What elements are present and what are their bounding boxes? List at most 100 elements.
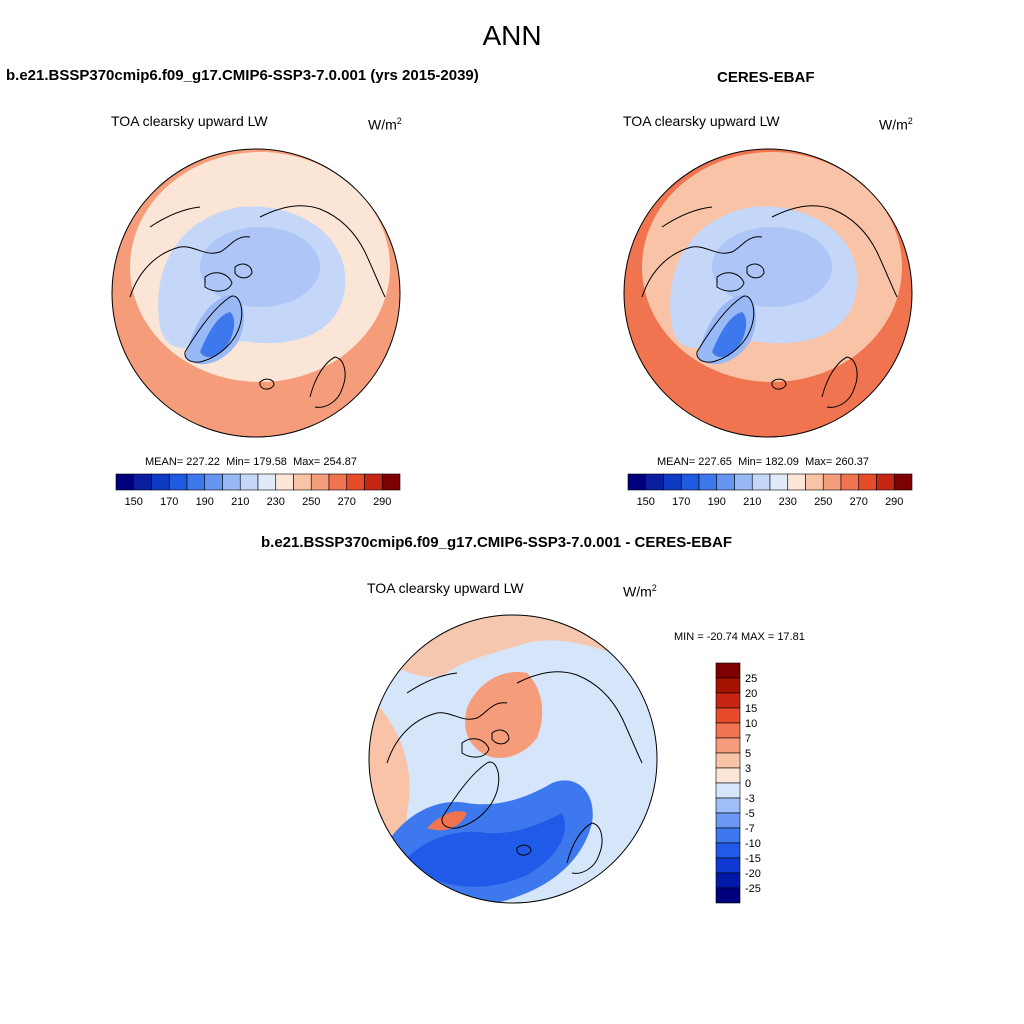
panel2-stats: MEAN= 227.65 Min= 182.09 Max= 260.37 xyxy=(657,456,869,468)
panel1-min: 179.58 xyxy=(253,456,287,468)
panel2-colorbar-tick-label: 210 xyxy=(743,496,761,508)
panel2-colorbar-box xyxy=(769,473,789,491)
panel2-colorbar-tick-label: 190 xyxy=(708,496,726,508)
panel2-colorbar-tick-label: 170 xyxy=(672,496,690,508)
panel3-colorbar: 25 20 15 10 7 5 3 0 -3 -5 -7 -10 -15 -20 -25 xyxy=(715,662,761,904)
panel3-colorbar-tick-label: 7 xyxy=(745,733,751,745)
panel3-variable: TOA clearsky upward LW xyxy=(367,580,524,596)
panel1-colorbar-box xyxy=(133,473,152,491)
panel3-colorbar-tick-label: 0 xyxy=(745,778,751,790)
panel2-colorbar-box xyxy=(627,473,647,491)
panel1-colorbar-box xyxy=(257,473,277,491)
panel2-title: CERES-EBAF xyxy=(717,69,815,86)
panel2-colorbar-box xyxy=(787,473,806,491)
panel2-max: 260.37 xyxy=(835,456,869,468)
panel1-colorbar-box xyxy=(168,473,188,491)
panel3-colorbar-tick-label: 5 xyxy=(745,748,751,760)
panel3-colorbar-tick-label: 15 xyxy=(745,703,757,715)
panel3-colorbar-box xyxy=(715,707,741,724)
panel2-variable: TOA clearsky upward LW xyxy=(623,113,780,129)
panel3-colorbar-box xyxy=(715,692,741,709)
panel2-colorbar-tick-label: 250 xyxy=(814,496,832,508)
panel2-colorbar-box xyxy=(876,473,895,491)
panel3-colorbar-tick-label: -20 xyxy=(745,868,761,880)
panel3-colorbar-box xyxy=(715,782,741,799)
panel1-map xyxy=(111,148,401,438)
panel2-colorbar-box xyxy=(716,473,735,491)
panel1-stats: MEAN= 227.22 Min= 179.58 Max= 254.87 xyxy=(145,456,357,468)
panel2-colorbar-tick-label: 270 xyxy=(850,496,868,508)
panel3-units: W/m2 xyxy=(623,583,657,600)
panel1-colorbar-box xyxy=(310,473,330,491)
panel3-title: b.e21.BSSP370cmip6.f09_g17.CMIP6-SSP3-7.… xyxy=(261,534,733,551)
panel1-colorbar-box xyxy=(293,473,312,491)
panel3-colorbar-box xyxy=(715,797,741,814)
panel3-colorbar-box xyxy=(715,767,741,784)
panel2-colorbar-tick-label: 290 xyxy=(885,496,903,508)
panel2-colorbar-box xyxy=(751,473,771,491)
panel3-colorbar-box xyxy=(715,662,741,679)
panel1-colorbar-tick-label: 170 xyxy=(160,496,178,508)
panel1-colorbar-box xyxy=(186,473,206,491)
panel2-colorbar-tick-label: 150 xyxy=(637,496,655,508)
panel1-colorbar-tick-label: 230 xyxy=(267,496,285,508)
panel2-mean: 227.65 xyxy=(698,456,732,468)
panel2-colorbar-box xyxy=(645,473,664,491)
panel2-colorbar-box xyxy=(822,473,842,491)
panel1-colorbar-box xyxy=(364,473,383,491)
panel2-colorbar-box xyxy=(805,473,824,491)
panel1-colorbar-box xyxy=(151,473,170,491)
panel2-map xyxy=(623,148,913,438)
panel1-title: b.e21.BSSP370cmip6.f09_g17.CMIP6-SSP3-7.… xyxy=(6,67,479,84)
panel2-colorbar-box xyxy=(893,473,913,491)
panel3-colorbar-tick-label: -3 xyxy=(745,793,755,805)
main-title: ANN xyxy=(482,20,542,51)
panel3-colorbar-tick-label: 20 xyxy=(745,688,757,700)
panel1-colorbar-tick-label: 270 xyxy=(338,496,356,508)
panel3-colorbar-tick-label: -15 xyxy=(745,853,761,865)
panel3-colorbar-box xyxy=(715,737,741,754)
panel3-colorbar-tick-label: 25 xyxy=(745,673,757,685)
panel3-colorbar-box xyxy=(715,887,741,904)
panel3-colorbar-box xyxy=(715,842,741,859)
panel1-max: 254.87 xyxy=(323,456,357,468)
panel3-colorbar-box xyxy=(715,677,741,694)
panel2-colorbar-box xyxy=(680,473,700,491)
panel3-colorbar-tick-label: 3 xyxy=(745,763,751,775)
panel2-colorbar-box xyxy=(858,473,877,491)
panel1-colorbar-tick-label: 190 xyxy=(196,496,214,508)
panel3-colorbar-box xyxy=(715,812,741,829)
panel3-colorbar-tick-label: 10 xyxy=(745,718,757,730)
panel1-colorbar-tick-label: 290 xyxy=(373,496,391,508)
panel3-colorbar-box xyxy=(715,872,741,889)
panel2-colorbar-box xyxy=(698,473,718,491)
panel1-variable: TOA clearsky upward LW xyxy=(111,113,268,129)
panel3-colorbar-tick-label: -10 xyxy=(745,838,761,850)
panel3-map xyxy=(368,614,658,904)
panel1-colorbar-tick-label: 210 xyxy=(231,496,249,508)
panel3-colorbar-box xyxy=(715,752,741,769)
panel1-units: W/m2 xyxy=(368,116,402,133)
panel3-colorbar-tick-label: -5 xyxy=(745,808,755,820)
panel2-colorbar-box xyxy=(663,473,682,491)
panel2-colorbar-box xyxy=(734,473,753,491)
panel1-colorbar-box xyxy=(115,473,135,491)
panel3-colorbar-box xyxy=(715,857,741,874)
panel2-colorbar: 150 170 190 210 230 250 270 290 xyxy=(627,473,913,508)
panel2-min: 182.09 xyxy=(765,456,799,468)
panel3-colorbar-tick-label: -25 xyxy=(745,883,761,895)
panel1-colorbar-box xyxy=(204,473,223,491)
panel2-units: W/m2 xyxy=(879,116,913,133)
panel1-colorbar-box xyxy=(275,473,294,491)
panel3-colorbar-box xyxy=(715,722,741,739)
panel3-minmax: MIN = -20.74 MAX = 17.81 xyxy=(674,631,805,643)
panel1-mean: 227.22 xyxy=(186,456,220,468)
panel1-colorbar-box xyxy=(328,473,348,491)
panel1-colorbar-tick-label: 150 xyxy=(125,496,143,508)
panel1-colorbar: 150 170 190 210 230 250 270 290 xyxy=(115,473,401,508)
panel1-colorbar-box xyxy=(239,473,259,491)
panel3-colorbar-box xyxy=(715,827,741,844)
panel1-colorbar-tick-label: 250 xyxy=(302,496,320,508)
panel1-colorbar-box xyxy=(222,473,241,491)
panel1-colorbar-box xyxy=(346,473,365,491)
